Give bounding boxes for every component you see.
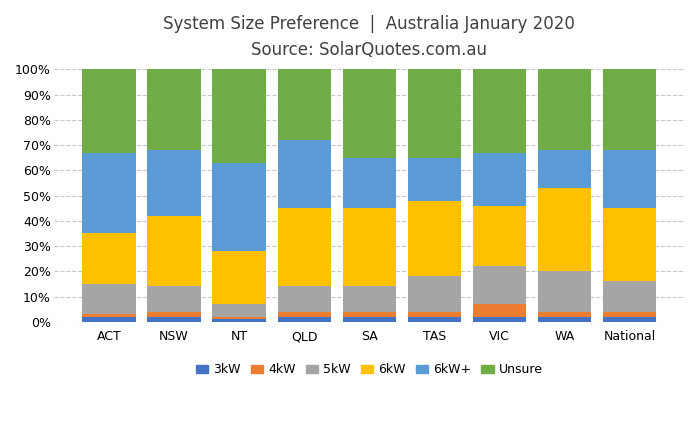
Bar bbox=[407, 158, 461, 201]
Bar bbox=[342, 69, 396, 158]
Bar bbox=[342, 208, 396, 286]
Bar bbox=[473, 69, 526, 153]
Bar bbox=[148, 286, 201, 312]
Bar bbox=[342, 312, 396, 317]
Bar bbox=[213, 251, 266, 304]
Bar bbox=[473, 266, 526, 304]
Bar bbox=[603, 208, 657, 281]
Bar bbox=[148, 150, 201, 216]
Bar bbox=[278, 208, 331, 286]
Bar bbox=[603, 312, 657, 317]
Bar bbox=[603, 69, 657, 150]
Bar bbox=[538, 271, 592, 312]
Bar bbox=[603, 317, 657, 322]
Bar bbox=[213, 163, 266, 251]
Bar bbox=[407, 276, 461, 312]
Bar bbox=[83, 153, 136, 233]
Bar bbox=[342, 286, 396, 312]
Bar bbox=[148, 216, 201, 286]
Bar bbox=[83, 314, 136, 317]
Bar bbox=[603, 281, 657, 312]
Bar bbox=[538, 69, 592, 150]
Bar bbox=[213, 69, 266, 163]
Bar bbox=[342, 317, 396, 322]
Title: System Size Preference  |  Australia January 2020
Source: SolarQuotes.com.au: System Size Preference | Australia Janua… bbox=[163, 15, 575, 59]
Bar bbox=[538, 188, 592, 271]
Bar bbox=[538, 150, 592, 188]
Bar bbox=[213, 319, 266, 322]
Bar bbox=[278, 286, 331, 312]
Bar bbox=[538, 317, 592, 322]
Bar bbox=[148, 317, 201, 322]
Bar bbox=[473, 317, 526, 322]
Bar bbox=[278, 317, 331, 322]
Bar bbox=[538, 312, 592, 317]
Bar bbox=[407, 201, 461, 276]
Bar bbox=[603, 150, 657, 208]
Bar bbox=[83, 317, 136, 322]
Bar bbox=[83, 284, 136, 314]
Legend: 3kW, 4kW, 5kW, 6kW, 6kW+, Unsure: 3kW, 4kW, 5kW, 6kW, 6kW+, Unsure bbox=[190, 358, 548, 382]
Bar bbox=[83, 233, 136, 284]
Bar bbox=[278, 69, 331, 140]
Bar bbox=[278, 312, 331, 317]
Bar bbox=[278, 140, 331, 208]
Bar bbox=[148, 69, 201, 150]
Bar bbox=[473, 153, 526, 206]
Bar bbox=[213, 304, 266, 317]
Bar bbox=[473, 206, 526, 266]
Bar bbox=[407, 69, 461, 158]
Bar bbox=[83, 69, 136, 153]
Bar bbox=[473, 304, 526, 317]
Bar bbox=[407, 317, 461, 322]
Bar bbox=[342, 158, 396, 208]
Bar bbox=[148, 312, 201, 317]
Bar bbox=[407, 312, 461, 317]
Bar bbox=[213, 317, 266, 319]
